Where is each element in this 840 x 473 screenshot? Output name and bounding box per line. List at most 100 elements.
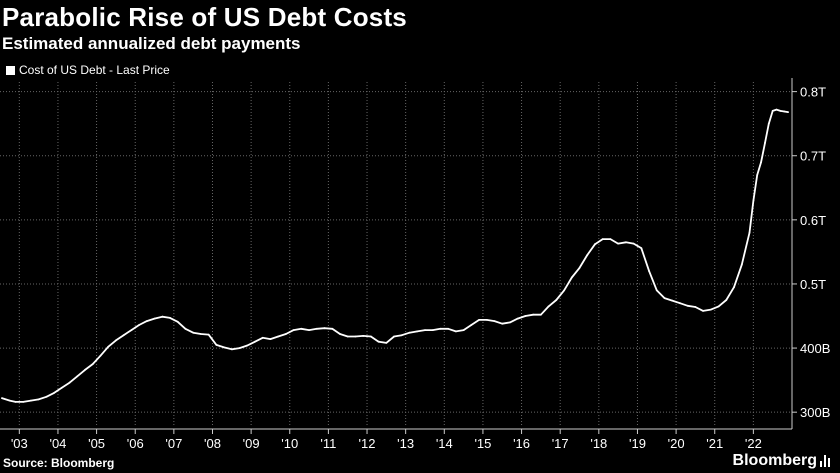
data-point [733, 286, 735, 289]
y-tick-label: 0.6T [800, 213, 826, 228]
data-point [756, 174, 759, 176]
data-point [385, 342, 388, 344]
data-point [655, 289, 658, 292]
data-point [760, 161, 762, 164]
data-point [130, 329, 133, 331]
x-tick-label: '19 [629, 436, 646, 451]
data-point [455, 330, 457, 333]
data-point [308, 329, 310, 331]
x-tick-label: '04 [49, 436, 66, 451]
data-point [261, 336, 264, 339]
x-tick-label: '05 [88, 436, 105, 451]
data-point [493, 320, 496, 322]
data-point [578, 267, 581, 269]
data-point [725, 299, 728, 301]
x-tick-label: '15 [474, 436, 491, 451]
data-point [169, 317, 171, 319]
data-point [416, 330, 419, 333]
series-layer [1, 108, 789, 403]
data-point [447, 327, 450, 330]
data-point [648, 270, 650, 272]
data-point [710, 308, 712, 311]
data-point [246, 344, 249, 347]
data-point [516, 317, 519, 320]
y-tick-label: 0.8T [800, 85, 826, 100]
data-point [424, 329, 426, 331]
data-point [254, 340, 256, 343]
data-point [570, 276, 573, 279]
data-point [37, 398, 40, 401]
data-point [748, 231, 751, 234]
x-tick-label: '20 [668, 436, 685, 451]
data-point [663, 297, 666, 299]
data-point [30, 399, 32, 402]
data-point [370, 335, 372, 338]
data-point [752, 199, 755, 202]
data-point [207, 333, 210, 336]
axes: 300B 400B 0.5T 0.6T 0.7T 0.8T '03 '04 '05 '06 '07 '… [0, 78, 830, 451]
data-point [14, 401, 17, 403]
x-tick-label: '11 [320, 436, 336, 451]
data-point [679, 302, 681, 305]
data-point [408, 331, 411, 334]
data-point [184, 327, 187, 330]
data-point [99, 354, 102, 357]
data-point [84, 369, 86, 371]
x-tick-label: '08 [204, 436, 221, 451]
data-point [439, 327, 442, 330]
data-point [323, 327, 326, 330]
brand-logo: Bloomberg [733, 452, 832, 470]
data-point [694, 306, 697, 308]
x-tick-label: '17 [552, 436, 569, 451]
data-point [555, 299, 558, 301]
source-note: Source: Bloomberg [3, 456, 115, 470]
data-point [400, 334, 403, 337]
data-point [76, 375, 79, 378]
data-point [115, 339, 117, 342]
data-point [377, 340, 380, 343]
x-tick-label: '18 [590, 436, 607, 451]
data-point [586, 254, 589, 256]
x-tick-label: '16 [513, 436, 530, 451]
data-point [470, 324, 473, 326]
x-tick-label: '13 [397, 436, 414, 451]
data-point [787, 111, 789, 113]
data-point [783, 110, 786, 113]
x-tick-label: '10 [281, 436, 298, 451]
data-point [767, 122, 770, 125]
data-point [1, 397, 3, 399]
y-tick-label: 400B [800, 341, 830, 356]
data-point [431, 329, 434, 331]
x-tick-label: '06 [127, 436, 144, 451]
data-point [362, 335, 365, 337]
data-point [285, 333, 287, 335]
data-point [292, 329, 295, 331]
data-point [478, 319, 480, 321]
data-point [594, 243, 596, 246]
y-tick-label: 0.5T [800, 277, 826, 292]
data-point [354, 335, 357, 338]
data-point [53, 392, 55, 394]
data-point [269, 338, 272, 340]
data-point [771, 110, 774, 112]
data-point [145, 320, 148, 322]
data-point [107, 345, 110, 348]
data-point [393, 335, 395, 338]
chart-title: Parabolic Rise of US Debt Costs [2, 2, 407, 32]
data-point [485, 319, 488, 321]
legend-swatch [6, 65, 15, 75]
data-point [315, 327, 318, 330]
data-point [740, 263, 743, 266]
data-point [200, 333, 202, 335]
data-point [686, 304, 689, 307]
data-point [230, 348, 233, 351]
data-point [509, 321, 511, 324]
data-point [501, 322, 504, 325]
x-tick-label: '12 [359, 436, 376, 451]
data-point [22, 401, 25, 403]
brand-name: Bloomberg [732, 452, 817, 469]
data-point [91, 363, 94, 365]
data-point [153, 317, 156, 320]
data-point [192, 331, 195, 334]
